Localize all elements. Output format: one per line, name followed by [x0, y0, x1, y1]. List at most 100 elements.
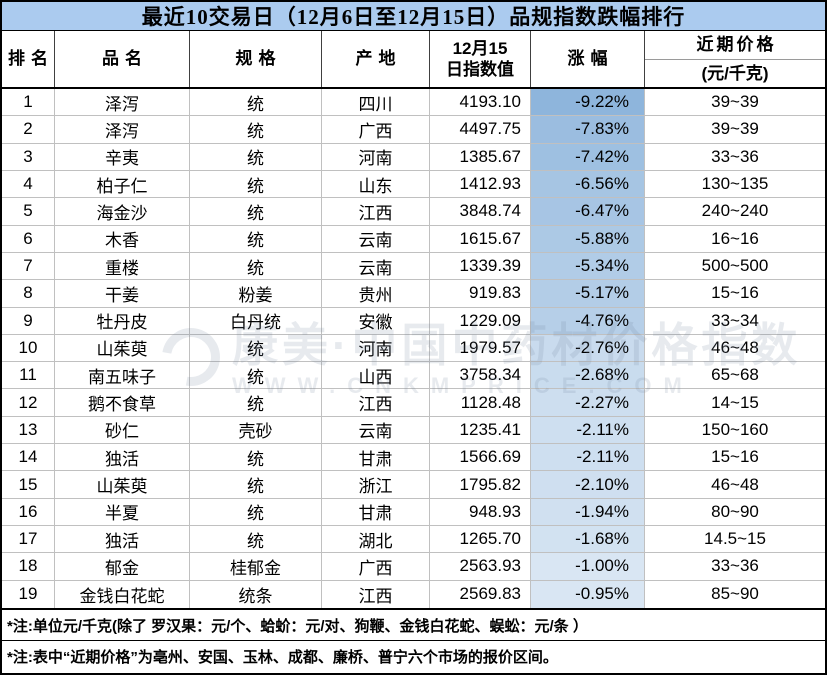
cell-index: 1229.09 — [430, 307, 531, 335]
table-row: 3 辛夷统河南 1385.67 -7.42% 33~36 — [2, 143, 825, 171]
header-index-line2: 日指数值 — [446, 60, 514, 79]
cell-index: 1566.69 — [430, 444, 531, 472]
cell-origin: 山东 — [322, 170, 430, 199]
cell-rank: 1 — [2, 89, 55, 117]
cell-name: 柏子仁 — [55, 170, 190, 199]
cell-index: 1385.67 — [430, 143, 531, 171]
cell-spec: 统条 — [190, 580, 322, 608]
table-row: 13 砂仁 壳砂 云南 1235.41 -2.11% 150~160 — [2, 416, 825, 445]
cell-change: -5.17% — [531, 280, 645, 308]
cell-index: 1412.93 — [430, 170, 531, 199]
cell-rank: 9 — [2, 307, 55, 335]
cell-index: 1615.67 — [430, 225, 531, 253]
cell-spec: 统 — [190, 498, 322, 526]
cell-price: 14~15 — [645, 389, 825, 417]
cell-name: 独活 — [55, 444, 190, 472]
footnote-markets: *注:表中“近期价格”为亳州、安国、玉林、成都、廉桥、普宁六个市场的报价区间。 — [7, 648, 558, 666]
header-price-line2: (元/千克) — [701, 63, 769, 83]
cell-rank: 4 — [2, 170, 55, 199]
cell-spec: 统 — [190, 143, 322, 171]
cell-price: 15~16 — [645, 280, 825, 308]
cell-rank: 5 — [2, 198, 55, 226]
cell-name: 辛夷 — [55, 143, 190, 171]
cell-spec: 统 — [190, 89, 322, 117]
cell-change: -1.94% — [531, 498, 645, 526]
cell-change: -6.47% — [531, 198, 645, 226]
cell-name: 南五味子 — [55, 362, 190, 390]
cell-name: 牡丹皮 — [55, 307, 190, 335]
cell-origin: 江西 — [322, 580, 430, 608]
cell-spec: 粉姜 — [190, 280, 322, 308]
cell-rank: 16 — [2, 498, 55, 526]
cell-origin: 山西 — [322, 362, 430, 390]
cell-change: -5.88% — [531, 225, 645, 253]
cell-spec: 统 — [190, 170, 322, 199]
table-row: 4 柏子仁统山东 1412.93 -6.56% 130~135 — [2, 170, 825, 199]
cell-name: 泽泻 — [55, 116, 190, 144]
cell-spec: 桂郁金 — [190, 553, 322, 581]
cell-rank: 6 — [2, 225, 55, 253]
cell-spec: 统 — [190, 116, 322, 144]
cell-name: 泽泻 — [55, 89, 190, 117]
cell-index: 1979.57 — [430, 334, 531, 363]
footnote-units: *注:单位元/千克(除了 罗汉果：元/个、蛤蚧：元/对、狗鞭、金钱白花蛇、蜈蚣：… — [2, 610, 825, 641]
footnotes: *注:单位元/千克(除了 罗汉果：元/个、蛤蚧：元/对、狗鞭、金钱白花蛇、蜈蚣：… — [2, 610, 825, 671]
cell-name: 山茱萸 — [55, 471, 190, 499]
cell-price: 130~135 — [645, 171, 825, 199]
cell-change: -6.56% — [531, 170, 645, 199]
cell-name: 海金沙 — [55, 198, 190, 226]
cell-price: 16~16 — [645, 226, 825, 253]
table-row: 11 南五味子统山西 3758.34 -2.68% 65~68 — [2, 362, 825, 390]
cell-name: 干姜 — [55, 280, 190, 308]
table-header: 排名 品名 规格 产地 12月15 日指数值 涨幅 近期价格 (元/千克) — [2, 31, 825, 89]
cell-price: 80~90 — [645, 499, 825, 526]
table-row: 12 鹅不食草统江西 1128.48 -2.27% 14~15 — [2, 389, 825, 417]
cell-spec: 统 — [190, 471, 322, 499]
cell-origin: 江西 — [322, 389, 430, 417]
cell-spec: 统 — [190, 362, 322, 390]
cell-index: 2563.93 — [430, 553, 531, 581]
cell-spec: 统 — [190, 225, 322, 253]
table-row: 7 重楼统云南 1339.39 -5.34% 500~500 — [2, 252, 825, 281]
cell-price: 85~90 — [711, 584, 759, 604]
cell-change: -9.22% — [531, 89, 645, 117]
header-index: 12月15 日指数值 — [430, 31, 531, 87]
cell-rank: 10 — [2, 334, 55, 363]
table-row: 15 山茱萸统浙江 1795.82 -2.10% 46~48 — [2, 471, 825, 499]
cell-change: -2.76% — [531, 334, 645, 363]
cell-origin: 甘肃 — [322, 444, 430, 472]
cell-origin: 安徽 — [322, 307, 430, 335]
cell-rank: 15 — [2, 471, 55, 499]
cell-origin: 河南 — [322, 334, 430, 363]
cell-price: 500~500 — [645, 253, 825, 281]
cell-index: 2569.83 — [430, 580, 531, 608]
cell-price: 150~160 — [645, 417, 825, 445]
cell-name: 郁金 — [55, 553, 190, 581]
cell-change: -1.68% — [531, 526, 645, 554]
cell-rank: 12 — [2, 389, 55, 417]
cell-change: -2.10% — [531, 471, 645, 499]
cell-name: 砂仁 — [55, 416, 190, 445]
table-row: 17 独活统湖北 1265.70 -1.68% 14.5~15 — [2, 526, 825, 554]
cell-change: -7.42% — [531, 143, 645, 171]
cell-rank: 13 — [2, 416, 55, 445]
header-origin: 产地 — [322, 31, 430, 87]
cell-index: 4193.10 — [430, 89, 531, 117]
table-row: 9 牡丹皮 白丹统 安徽 1229.09 -4.76% 33~34 — [2, 307, 825, 335]
cell-origin: 云南 — [322, 225, 430, 253]
cell-price: 240~240 — [645, 198, 825, 226]
cell-spec: 统 — [190, 334, 322, 363]
cell-name: 鹅不食草 — [55, 389, 190, 417]
header-name: 品名 — [55, 31, 190, 87]
cell-origin: 云南 — [322, 416, 430, 445]
header-price-line1: 近期价格 — [645, 31, 825, 60]
cell-origin: 广西 — [322, 116, 430, 144]
cell-spec: 壳砂 — [190, 416, 322, 445]
cell-price: 33~36 — [645, 553, 825, 581]
cell-price: 46~48 — [645, 335, 825, 363]
cell-index: 1128.48 — [430, 389, 531, 417]
table-row: 19 金钱白花蛇 统条 江西 2569.83 -0.95% 85~90 — [2, 580, 825, 608]
cell-rank: 14 — [2, 444, 55, 472]
cell-name: 半夏 — [55, 498, 190, 526]
cell-index: 948.93 — [430, 498, 531, 526]
